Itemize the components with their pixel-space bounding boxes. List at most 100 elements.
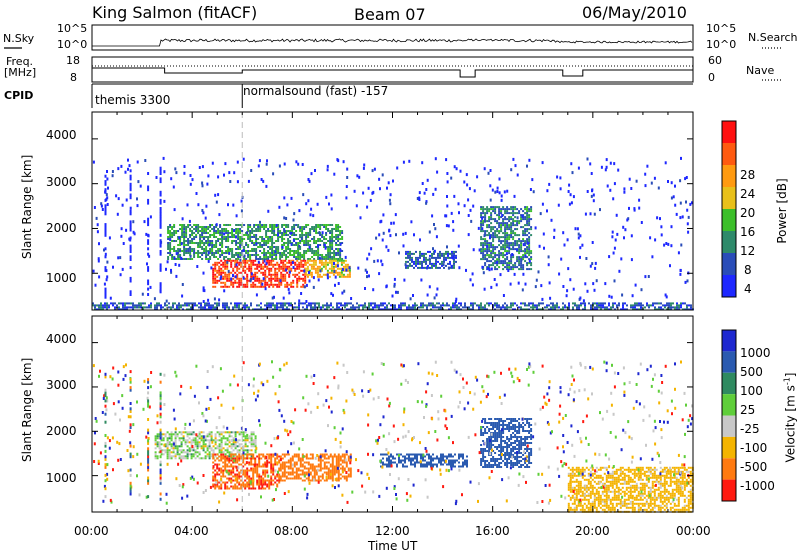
power-cell (197, 230, 200, 232)
power-cell (94, 283, 97, 287)
power-cell (271, 232, 274, 234)
power-cell (500, 216, 503, 219)
power-cell (576, 308, 578, 311)
velocity-cell (345, 465, 348, 468)
power-cell (297, 238, 300, 240)
power-cell (149, 285, 152, 289)
velocity-cell (299, 477, 302, 480)
power-cell (435, 260, 437, 263)
power-cell (124, 170, 127, 174)
power-cell (230, 265, 233, 268)
power-cell (227, 240, 230, 242)
velocity-cell (291, 459, 294, 462)
velocity-cell (178, 439, 181, 442)
power-cell (179, 244, 182, 246)
power-cell (589, 212, 592, 216)
power-cell (326, 304, 328, 307)
velocity-cell (339, 477, 342, 480)
velocity-cell (172, 455, 175, 458)
velocity-cell (244, 445, 247, 448)
power-cell (469, 278, 472, 282)
power-cell (164, 304, 166, 307)
power-cell (298, 267, 301, 270)
power-cell (137, 180, 140, 184)
power-cell (148, 254, 151, 258)
velocity-cell (194, 443, 197, 446)
power-cell (292, 259, 295, 262)
power-cell (510, 244, 513, 247)
power-cell (265, 240, 268, 242)
power-cell (276, 273, 279, 276)
power-cell (249, 234, 252, 236)
power-cell (426, 178, 429, 182)
power-cell (320, 306, 322, 309)
velocity-cell (325, 479, 328, 482)
power-cell (407, 250, 409, 253)
velocity-cell (279, 455, 282, 458)
power-cell (284, 229, 286, 233)
power-cell (287, 244, 290, 246)
power-cell (577, 232, 580, 236)
power-cell (502, 268, 505, 271)
velocity-cell (325, 467, 328, 470)
velocity-cell (212, 477, 215, 480)
power-cell (504, 258, 507, 261)
power-cell (202, 300, 205, 303)
power-cell (562, 285, 565, 288)
power-cell (381, 238, 384, 242)
power-cell (167, 252, 170, 254)
power-cell (266, 281, 269, 284)
power-cell (261, 244, 264, 246)
velocity-cell (200, 457, 203, 460)
power-cell (280, 277, 283, 280)
velocity-cell (184, 441, 187, 444)
power-cell (346, 265, 349, 268)
power-cell (657, 186, 660, 190)
velocity-cell (329, 453, 332, 456)
power-cell (301, 254, 304, 256)
power-cell (348, 269, 351, 272)
power-cell (428, 230, 431, 234)
power-cell (214, 279, 217, 282)
power-cell (309, 213, 312, 217)
power-cell (650, 304, 652, 307)
power-cell (225, 256, 228, 258)
power-cell (303, 228, 306, 230)
power-cell (205, 226, 208, 228)
power-cell (337, 282, 340, 285)
power-cell (295, 252, 298, 254)
power-cell (415, 250, 417, 253)
power-cell (230, 281, 233, 284)
power-cell (227, 234, 230, 236)
velocity-cell (313, 467, 316, 470)
power-cell (528, 268, 531, 271)
power-cell (445, 258, 447, 261)
power-cell (111, 170, 114, 173)
power-cell (160, 306, 162, 309)
velocity-cell (242, 461, 245, 464)
power-cell (273, 230, 276, 232)
velocity-cell (291, 467, 294, 470)
power-cell (599, 208, 601, 212)
power-cell (179, 248, 182, 250)
power-cell (516, 220, 519, 223)
velocity-cell (307, 467, 310, 470)
power-cell (212, 308, 214, 311)
power-cell (494, 212, 497, 215)
power-cell (250, 269, 253, 272)
power-cell (298, 271, 301, 274)
power-cell (269, 256, 272, 258)
power-cell (454, 302, 456, 305)
power-cell (514, 244, 517, 247)
velocity-cell (232, 459, 235, 462)
velocity-cell (256, 471, 259, 474)
power-cell (670, 181, 673, 185)
power-cell (508, 306, 510, 309)
power-cell (568, 306, 570, 309)
power-cell (362, 304, 364, 307)
power-cell (271, 258, 274, 260)
power-cell (500, 222, 503, 225)
power-cell (195, 242, 198, 244)
power-cell (209, 236, 212, 238)
power-cell (263, 250, 266, 252)
